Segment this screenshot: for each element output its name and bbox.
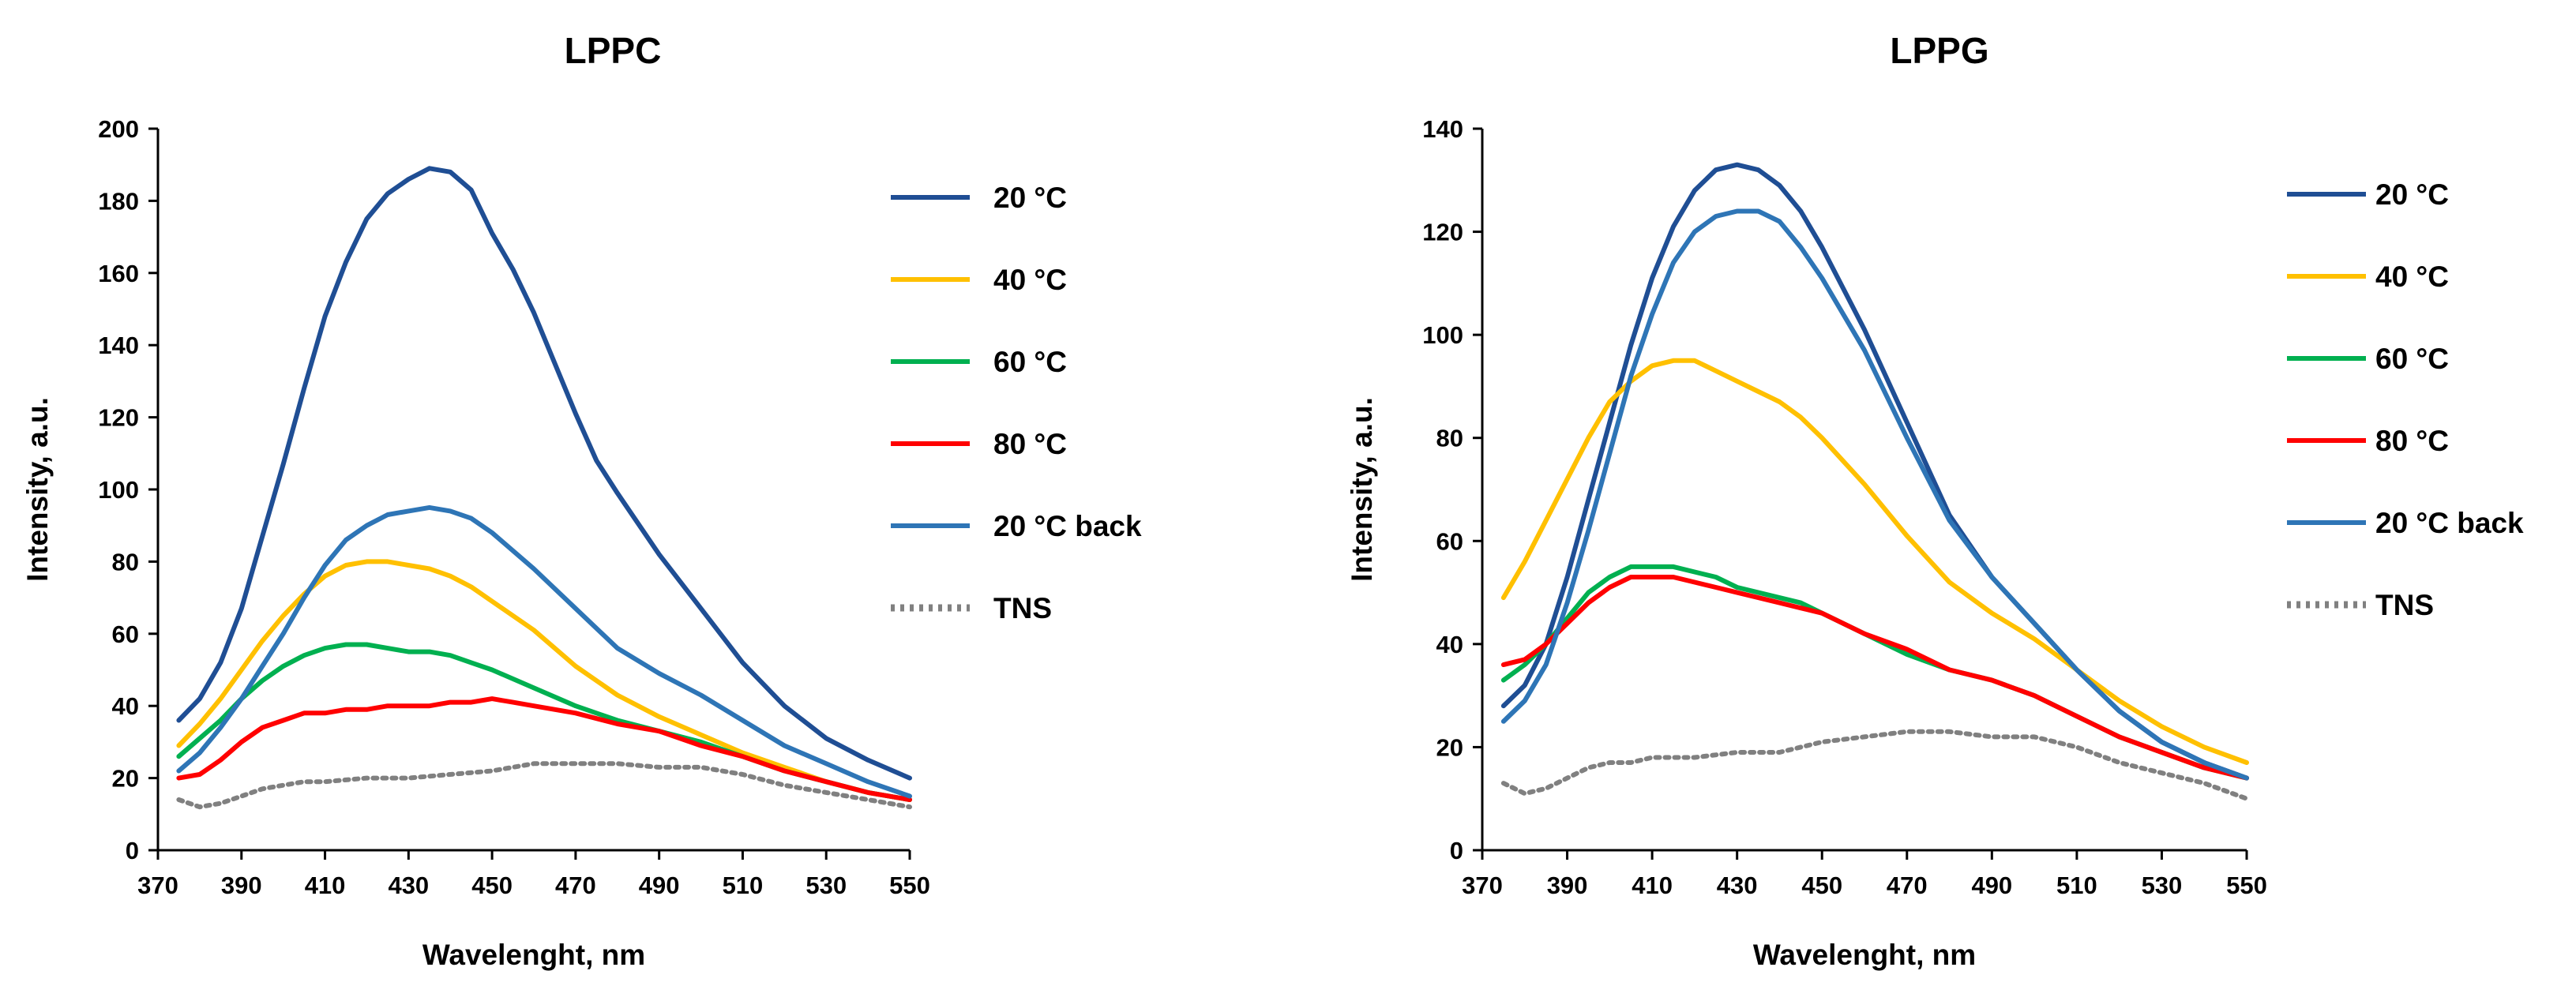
x-tick-label: 550 bbox=[889, 872, 930, 899]
chart-title: LPPG bbox=[1890, 30, 1988, 71]
x-tick-label: 410 bbox=[305, 872, 346, 899]
legend: 20 °C 40 °C 60 °C 80 °C 20 °C back TNS bbox=[2287, 178, 2524, 621]
legend-label: 60 °C bbox=[993, 346, 1067, 378]
x-tick-label: 490 bbox=[639, 872, 680, 899]
x-tick-label: 510 bbox=[2056, 872, 2097, 899]
series-line-80-c bbox=[176, 696, 912, 802]
x-tick-label: 450 bbox=[1801, 872, 1842, 899]
legend-label: 60 °C bbox=[2375, 343, 2449, 375]
y-tick-label: 20 bbox=[1436, 733, 1463, 761]
legend: 20 °C 40 °C 60 °C 80 °C 20 °C back TNS bbox=[891, 182, 1142, 624]
legend-label: 20 °C bbox=[993, 182, 1067, 214]
series-line-40-c bbox=[1500, 358, 2249, 765]
y-tick-label: 120 bbox=[1422, 219, 1463, 246]
y-tick-label: 80 bbox=[1436, 425, 1463, 452]
legend-label: 40 °C bbox=[993, 264, 1067, 296]
x-tick-label: 390 bbox=[1547, 872, 1588, 899]
legend-label: 80 °C bbox=[2375, 425, 2449, 457]
series-line-20-c bbox=[176, 166, 912, 781]
y-tick-label: 20 bbox=[112, 765, 139, 793]
x-tick-label: 470 bbox=[555, 872, 596, 899]
x-tick-label: 430 bbox=[388, 872, 429, 899]
legend-label: 40 °C bbox=[2375, 261, 2449, 293]
series-line-20-c bbox=[1500, 162, 2249, 781]
series-line-20-c-back bbox=[176, 504, 912, 799]
x-tick-label: 430 bbox=[1717, 872, 1758, 899]
x-tick-label: 370 bbox=[1462, 872, 1503, 899]
chart-lppc: LPPC 0 20 40 60 80 100 120 140 160 180 200 370 390 410… bbox=[21, 30, 1142, 971]
x-tick-label: 390 bbox=[221, 872, 262, 899]
x-tick-label: 530 bbox=[2142, 872, 2183, 899]
y-tick-label: 60 bbox=[112, 620, 139, 648]
y-tick-label: 180 bbox=[98, 187, 139, 215]
y-tick-label: 200 bbox=[98, 115, 139, 143]
legend-label: 20 °C back bbox=[993, 510, 1142, 542]
legend-label: 20 °C bbox=[2375, 178, 2449, 211]
legend-label: TNS bbox=[2375, 589, 2434, 621]
y-tick-label: 40 bbox=[1436, 631, 1463, 658]
series-line-80-c bbox=[1500, 575, 2249, 781]
legend-label: TNS bbox=[993, 592, 1052, 624]
legend-label: 20 °C back bbox=[2375, 507, 2524, 539]
x-tick-label: 470 bbox=[1887, 872, 1928, 899]
series-line-20-c-back bbox=[1500, 208, 2249, 781]
x-axis-label: Wavelenght, nm bbox=[1753, 939, 1976, 971]
y-tick-label: 100 bbox=[98, 476, 139, 504]
x-tick-label: 550 bbox=[2226, 872, 2267, 899]
y-tick-label: 80 bbox=[112, 548, 139, 575]
series-line-40-c bbox=[176, 559, 912, 802]
series-line-tns bbox=[176, 761, 912, 810]
x-tick-label: 450 bbox=[471, 872, 513, 899]
x-tick-label: 490 bbox=[1971, 872, 2012, 899]
y-tick-label: 140 bbox=[98, 332, 139, 359]
chart-lppg: LPPG 0 20 40 60 80 100 120 140 370 390 410 430 450 470… bbox=[1346, 30, 2524, 971]
series-line-tns bbox=[1500, 729, 2249, 801]
y-axis-label: Intensity, a.u. bbox=[1346, 397, 1378, 582]
y-tick-label: 0 bbox=[126, 837, 139, 864]
y-tick-label: 120 bbox=[98, 404, 139, 432]
x-tick-label: 530 bbox=[805, 872, 847, 899]
chart-title: LPPC bbox=[565, 30, 662, 71]
x-tick-label: 510 bbox=[723, 872, 764, 899]
y-tick-label: 140 bbox=[1422, 115, 1463, 143]
y-tick-label: 100 bbox=[1422, 321, 1463, 349]
y-axis-label: Intensity, a.u. bbox=[21, 397, 54, 582]
series-line-60-c bbox=[1500, 564, 2249, 781]
x-tick-label: 410 bbox=[1632, 872, 1673, 899]
legend-label: 80 °C bbox=[993, 428, 1067, 460]
y-tick-label: 160 bbox=[98, 260, 139, 287]
y-tick-label: 0 bbox=[1450, 837, 1463, 864]
x-axis-label: Wavelenght, nm bbox=[422, 939, 645, 971]
y-tick-label: 60 bbox=[1436, 527, 1463, 555]
x-tick-label: 370 bbox=[137, 872, 178, 899]
y-tick-label: 40 bbox=[112, 692, 139, 720]
